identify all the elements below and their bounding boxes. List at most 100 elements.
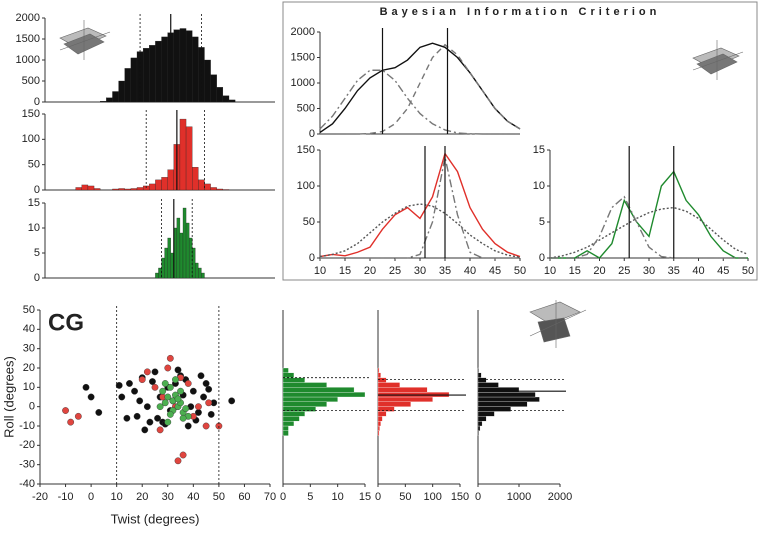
point xyxy=(184,380,192,387)
line-series xyxy=(319,151,521,258)
point xyxy=(164,393,172,401)
y-tick-label: 500 xyxy=(22,75,40,87)
x-tick-label: 15 xyxy=(359,491,371,503)
point xyxy=(205,399,213,407)
line-series xyxy=(319,42,521,134)
bar xyxy=(216,188,224,191)
bar xyxy=(164,247,168,279)
bar xyxy=(477,396,540,402)
bar xyxy=(185,30,193,103)
bar xyxy=(149,183,156,191)
bar xyxy=(282,367,289,373)
x-tick-label: 150 xyxy=(451,491,469,503)
y-tick-label: 0 xyxy=(309,128,315,140)
point xyxy=(115,381,123,389)
bar xyxy=(477,372,482,378)
y-tick-label: 0 xyxy=(34,184,40,196)
point xyxy=(156,403,164,411)
y-tick-label: 50 xyxy=(28,159,40,171)
line-series xyxy=(550,170,748,259)
point xyxy=(161,399,169,407)
x-tick-label: 30 xyxy=(414,265,426,277)
x-tick-label: 70 xyxy=(264,491,276,503)
x-tick-label: 30 xyxy=(643,265,655,277)
point xyxy=(179,414,187,422)
point xyxy=(141,426,149,434)
x-tick-label: 20 xyxy=(593,265,605,277)
point xyxy=(161,380,169,387)
y-tick-label: 30 xyxy=(23,343,35,355)
x-tick-label: 15 xyxy=(569,265,581,277)
y-tick-label: 0 xyxy=(539,252,545,264)
point xyxy=(151,383,159,391)
point xyxy=(202,380,210,387)
bar xyxy=(377,372,381,378)
x-axis-label: Twist (degrees) xyxy=(111,511,200,526)
point xyxy=(156,426,164,434)
bar xyxy=(155,272,159,279)
bar xyxy=(192,167,199,191)
bar xyxy=(377,401,411,407)
bar xyxy=(377,396,433,402)
bar xyxy=(182,207,187,279)
y-tick-label: -30 xyxy=(19,459,35,471)
line-series xyxy=(549,206,749,259)
bar xyxy=(222,189,230,191)
point xyxy=(205,385,213,393)
line-series xyxy=(320,157,520,259)
point xyxy=(174,457,182,465)
y-tick-label: 0 xyxy=(34,96,40,108)
point xyxy=(74,412,82,420)
point xyxy=(172,376,179,383)
x-tick-label: 50 xyxy=(213,491,225,503)
bar xyxy=(377,377,387,383)
panel-label: CG xyxy=(48,309,84,336)
bar xyxy=(75,187,82,191)
y-tick-label: 10 xyxy=(23,381,35,393)
x-tick-label: 25 xyxy=(618,265,630,277)
point xyxy=(200,393,207,401)
bar xyxy=(198,179,205,191)
point xyxy=(131,387,138,395)
x-tick-label: 10 xyxy=(314,265,326,277)
bar xyxy=(210,74,217,103)
point xyxy=(174,366,182,374)
bar xyxy=(185,126,193,191)
bar xyxy=(176,217,181,279)
x-tick-label: 0 xyxy=(375,491,381,503)
bar xyxy=(477,392,536,398)
x-tick-label: 45 xyxy=(489,265,501,277)
x-tick-label: -20 xyxy=(32,491,48,503)
point xyxy=(179,451,187,459)
point xyxy=(197,372,205,380)
bar xyxy=(118,80,125,103)
y-tick-label: 50 xyxy=(303,216,315,228)
bar xyxy=(477,401,528,407)
x-tick-label: 100 xyxy=(423,491,441,503)
bar xyxy=(106,97,113,103)
point xyxy=(138,376,146,383)
bar xyxy=(282,401,327,407)
bar xyxy=(477,367,479,373)
x-tick-label: 25 xyxy=(389,265,401,277)
y-tick-label: 50 xyxy=(23,304,35,316)
bar xyxy=(100,101,107,103)
point xyxy=(143,403,151,411)
y-tick-label: 40 xyxy=(23,323,35,335)
y-tick-label: 150 xyxy=(22,108,40,120)
x-tick-label: 45 xyxy=(717,265,729,277)
bar xyxy=(112,91,119,103)
point xyxy=(164,418,172,426)
y-tick-label: 0 xyxy=(34,272,40,284)
x-tick-label: 10 xyxy=(544,265,556,277)
y-tick-label: 2000 xyxy=(16,12,40,24)
bar xyxy=(377,425,380,431)
bar xyxy=(136,187,144,191)
point xyxy=(195,403,202,411)
point xyxy=(207,410,215,418)
bar xyxy=(142,48,150,103)
x-tick-label: 40 xyxy=(692,265,704,277)
point xyxy=(166,383,174,391)
bar xyxy=(282,372,295,378)
x-tick-label: 35 xyxy=(668,265,680,277)
